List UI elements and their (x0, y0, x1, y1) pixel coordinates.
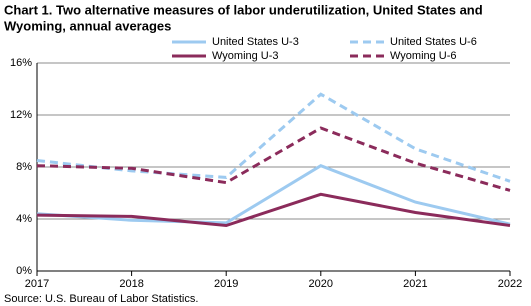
legend-label: United States U-6 (390, 36, 477, 48)
x-tick-label: 2017 (25, 278, 49, 290)
x-tick-label: 2018 (119, 278, 143, 290)
series-line (36, 126, 511, 192)
x-tick-label: 2020 (309, 278, 333, 290)
y-tick-label: 8% (16, 161, 32, 173)
chart-title: Wyoming, annual averages (4, 18, 171, 33)
legend-label: Wyoming U-3 (212, 50, 279, 62)
y-tick-label: 4% (16, 213, 32, 225)
x-tick-label: 2019 (214, 278, 238, 290)
y-tick-label: 12% (10, 109, 32, 121)
series-line (36, 192, 511, 228)
x-tick-label: 2022 (498, 278, 522, 290)
chart-title: Chart 1. Two alternative measures of lab… (4, 2, 483, 17)
x-tick-label: 2021 (403, 278, 427, 290)
legend-label: United States U-3 (212, 36, 299, 48)
source: Source: U.S. Bureau of Labor Statistics. (4, 293, 198, 305)
y-tick-label: 16% (10, 57, 32, 69)
series-line (36, 164, 511, 226)
y-tick-label: 0% (16, 265, 32, 277)
legend-label: Wyoming U-6 (390, 50, 457, 62)
